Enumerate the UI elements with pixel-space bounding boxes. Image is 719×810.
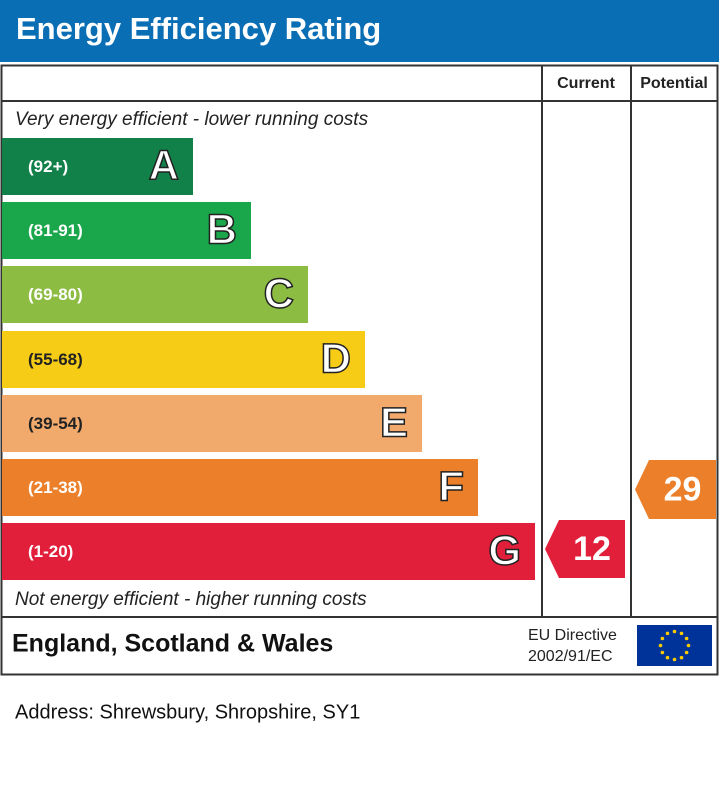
band-letter: D xyxy=(321,335,351,382)
frame xyxy=(0,64,719,676)
eu-star xyxy=(672,657,677,662)
rating-arrow xyxy=(545,520,625,578)
eu-star xyxy=(684,650,689,655)
eu-star xyxy=(684,636,689,641)
band-letter: F xyxy=(438,463,464,510)
band-letter: A xyxy=(149,142,179,189)
eu-star xyxy=(679,655,684,660)
directive: EU Directive xyxy=(528,627,617,644)
band-range: (81-91) xyxy=(28,221,83,240)
eu-star xyxy=(665,655,670,660)
band xyxy=(2,459,478,516)
rating-arrow xyxy=(635,460,716,519)
eu-star xyxy=(660,636,665,641)
band xyxy=(2,202,251,259)
rating-value: 29 xyxy=(664,470,702,508)
band-range: (21-38) xyxy=(28,478,83,497)
top-note: Very energy efficient - lower running co… xyxy=(15,109,369,130)
band-range: (92+) xyxy=(28,157,68,176)
eu-star xyxy=(679,631,684,636)
band-letter: G xyxy=(488,527,521,574)
eu-star xyxy=(660,650,665,655)
eu-star xyxy=(686,643,691,648)
band xyxy=(2,523,535,580)
band-range: (69-80) xyxy=(28,285,83,304)
band xyxy=(2,395,422,452)
band-letter: E xyxy=(380,399,408,446)
band-letter: C xyxy=(264,270,294,317)
address: Address: Shrewsbury, Shropshire, SY1 xyxy=(15,701,360,723)
band-range: (1-20) xyxy=(28,542,73,561)
eu-stars xyxy=(658,629,691,662)
column-header: Potential xyxy=(640,75,708,92)
directive: 2002/91/EC xyxy=(528,648,613,665)
band xyxy=(2,266,308,323)
title: Energy Efficiency Rating xyxy=(16,11,381,46)
bottom-note: Not energy efficient - higher running co… xyxy=(15,589,367,610)
rating-value: 12 xyxy=(573,530,611,568)
band xyxy=(2,331,365,388)
band-letter: B xyxy=(207,206,237,253)
band-range: (55-68) xyxy=(28,350,83,369)
region: England, Scotland & Wales xyxy=(12,630,333,658)
eu-star xyxy=(672,629,677,634)
band-range: (39-54) xyxy=(28,414,83,433)
band xyxy=(2,138,193,195)
eu-star xyxy=(665,631,670,636)
eu-star xyxy=(658,643,663,648)
header-bar xyxy=(0,0,719,62)
column-header: Current xyxy=(557,75,615,92)
